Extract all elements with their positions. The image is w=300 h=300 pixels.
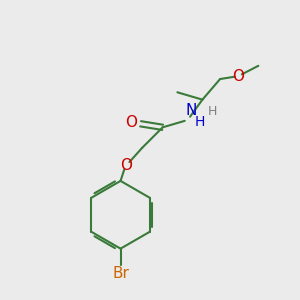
Text: Br: Br [112,266,129,281]
Text: H: H [208,105,217,118]
Text: H: H [195,115,206,129]
Text: O: O [125,115,137,130]
Text: N: N [186,103,197,118]
Text: O: O [120,158,132,173]
Text: O: O [232,69,244,84]
